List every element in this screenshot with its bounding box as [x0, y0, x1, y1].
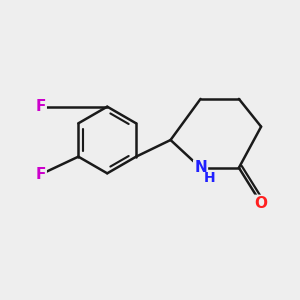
Text: O: O — [255, 196, 268, 211]
Text: H: H — [204, 171, 216, 185]
Text: F: F — [35, 167, 46, 182]
Text: N: N — [194, 160, 207, 175]
Text: F: F — [35, 99, 46, 114]
